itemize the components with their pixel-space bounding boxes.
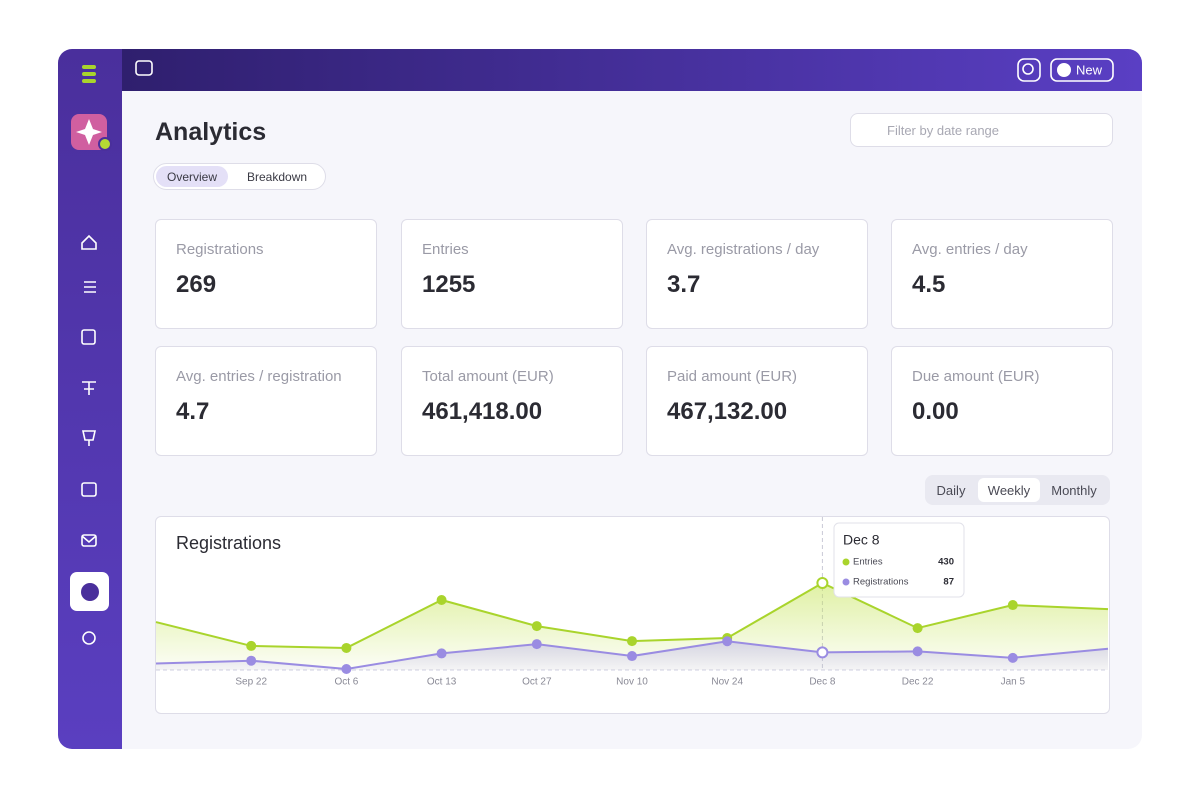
- data-point: [627, 636, 637, 647]
- data-point: [1007, 652, 1018, 663]
- data-point: [627, 651, 637, 662]
- tooltip-value: 87: [943, 577, 954, 588]
- sidebar-icons: [70, 65, 112, 645]
- period-option[interactable]: Daily: [936, 483, 966, 498]
- stat-label: Due amount (EUR): [912, 368, 1040, 385]
- new-button[interactable]: [1050, 58, 1114, 82]
- data-point: [912, 646, 923, 657]
- stat-label: Paid amount (EUR): [667, 368, 798, 385]
- stat-value: 3.7: [667, 271, 701, 298]
- stat-card: Avg. entries / day 4.5: [891, 219, 1113, 329]
- legend-label: Registrations: [853, 577, 909, 588]
- sidebar: [58, 49, 122, 749]
- chart-title: Registrations: [176, 533, 281, 553]
- x-tick-label: Oct 13: [427, 677, 457, 688]
- stat-card: Due amount (EUR) 0.00: [891, 346, 1113, 456]
- page-title: Analytics: [155, 118, 267, 146]
- search-button[interactable]: [1017, 58, 1041, 82]
- tooltip-value: 430: [938, 557, 954, 568]
- stat-value: 461,418.00: [422, 398, 543, 425]
- data-point: [1007, 600, 1018, 611]
- date-filter[interactable]: Filter by date range: [850, 113, 1113, 147]
- data-point: [816, 577, 829, 589]
- stat-label: Avg. registrations / day: [667, 241, 820, 258]
- tooltip: [833, 522, 965, 598]
- stat-label: Avg. entries / registration: [176, 368, 342, 385]
- avatar-star: [76, 119, 102, 145]
- stat-label: Entries: [422, 241, 469, 258]
- tab[interactable]: Breakdown: [247, 170, 308, 184]
- data-point: [341, 642, 352, 653]
- new-label: New: [1076, 62, 1103, 77]
- x-tick-label: Oct 6: [334, 677, 358, 688]
- stat-card: Avg. registrations / day 3.7: [646, 219, 868, 329]
- data-point: [246, 655, 257, 666]
- search-icon: [1022, 63, 1034, 75]
- sidebar-toggle[interactable]: [135, 60, 153, 76]
- period-option[interactable]: Monthly: [1051, 483, 1097, 498]
- stat-value: 1255: [422, 271, 476, 298]
- stat-card: Paid amount (EUR) 467,132.00: [646, 346, 868, 456]
- stat-label: Avg. entries / day: [912, 241, 1028, 258]
- stat-value: 467,132.00: [667, 398, 788, 425]
- data-point: [722, 636, 733, 647]
- pie-icon: [81, 583, 99, 601]
- data-point: [531, 639, 542, 650]
- data-point: [436, 648, 447, 659]
- x-tick-label: Dec 8: [809, 677, 836, 688]
- stat-value: 4.5: [912, 271, 946, 298]
- x-tick-label: Oct 27: [522, 677, 552, 688]
- tooltip-title: Dec 8: [843, 532, 880, 548]
- stat-card: Entries 1255: [401, 219, 623, 329]
- plus-icon: [1057, 63, 1071, 77]
- x-tick-label: Nov 24: [711, 677, 743, 688]
- data-point: [816, 646, 829, 659]
- legend-label: Entries: [853, 557, 883, 568]
- x-tick-label: Jan 5: [1001, 677, 1026, 688]
- tab[interactable]: Overview: [156, 166, 229, 187]
- topbar: New: [122, 49, 1142, 91]
- logo: [82, 65, 96, 83]
- data-point: [912, 623, 923, 634]
- topbar-icons: New: [135, 58, 1114, 82]
- x-tick-label: Nov 10: [616, 677, 648, 688]
- stat-card: Avg. entries / registration 4.7: [155, 346, 377, 456]
- stat-value: 269: [176, 271, 217, 298]
- nav-icons[interactable]: [81, 234, 97, 645]
- stat-label: Total amount (EUR): [422, 368, 554, 385]
- stat-value: 4.7: [176, 398, 210, 425]
- period-option[interactable]: Weekly: [978, 478, 1040, 502]
- data-point: [246, 640, 257, 651]
- legend-dot: [842, 578, 850, 586]
- x-tick-label: Sep 22: [235, 677, 267, 688]
- data-point: [436, 594, 447, 605]
- data-point: [531, 621, 542, 632]
- stat-label: Registrations: [176, 241, 264, 258]
- stat-card: Registrations 269: [155, 219, 377, 329]
- x-tick-label: Dec 22: [902, 677, 934, 688]
- area-fill: [156, 641, 1108, 670]
- legend-dot: [842, 558, 850, 566]
- stat-card: Total amount (EUR) 461,418.00: [401, 346, 623, 456]
- stat-value: 0.00: [912, 398, 959, 425]
- data-point: [341, 663, 352, 674]
- status-dot: [98, 137, 112, 151]
- area-fill: [156, 583, 1108, 670]
